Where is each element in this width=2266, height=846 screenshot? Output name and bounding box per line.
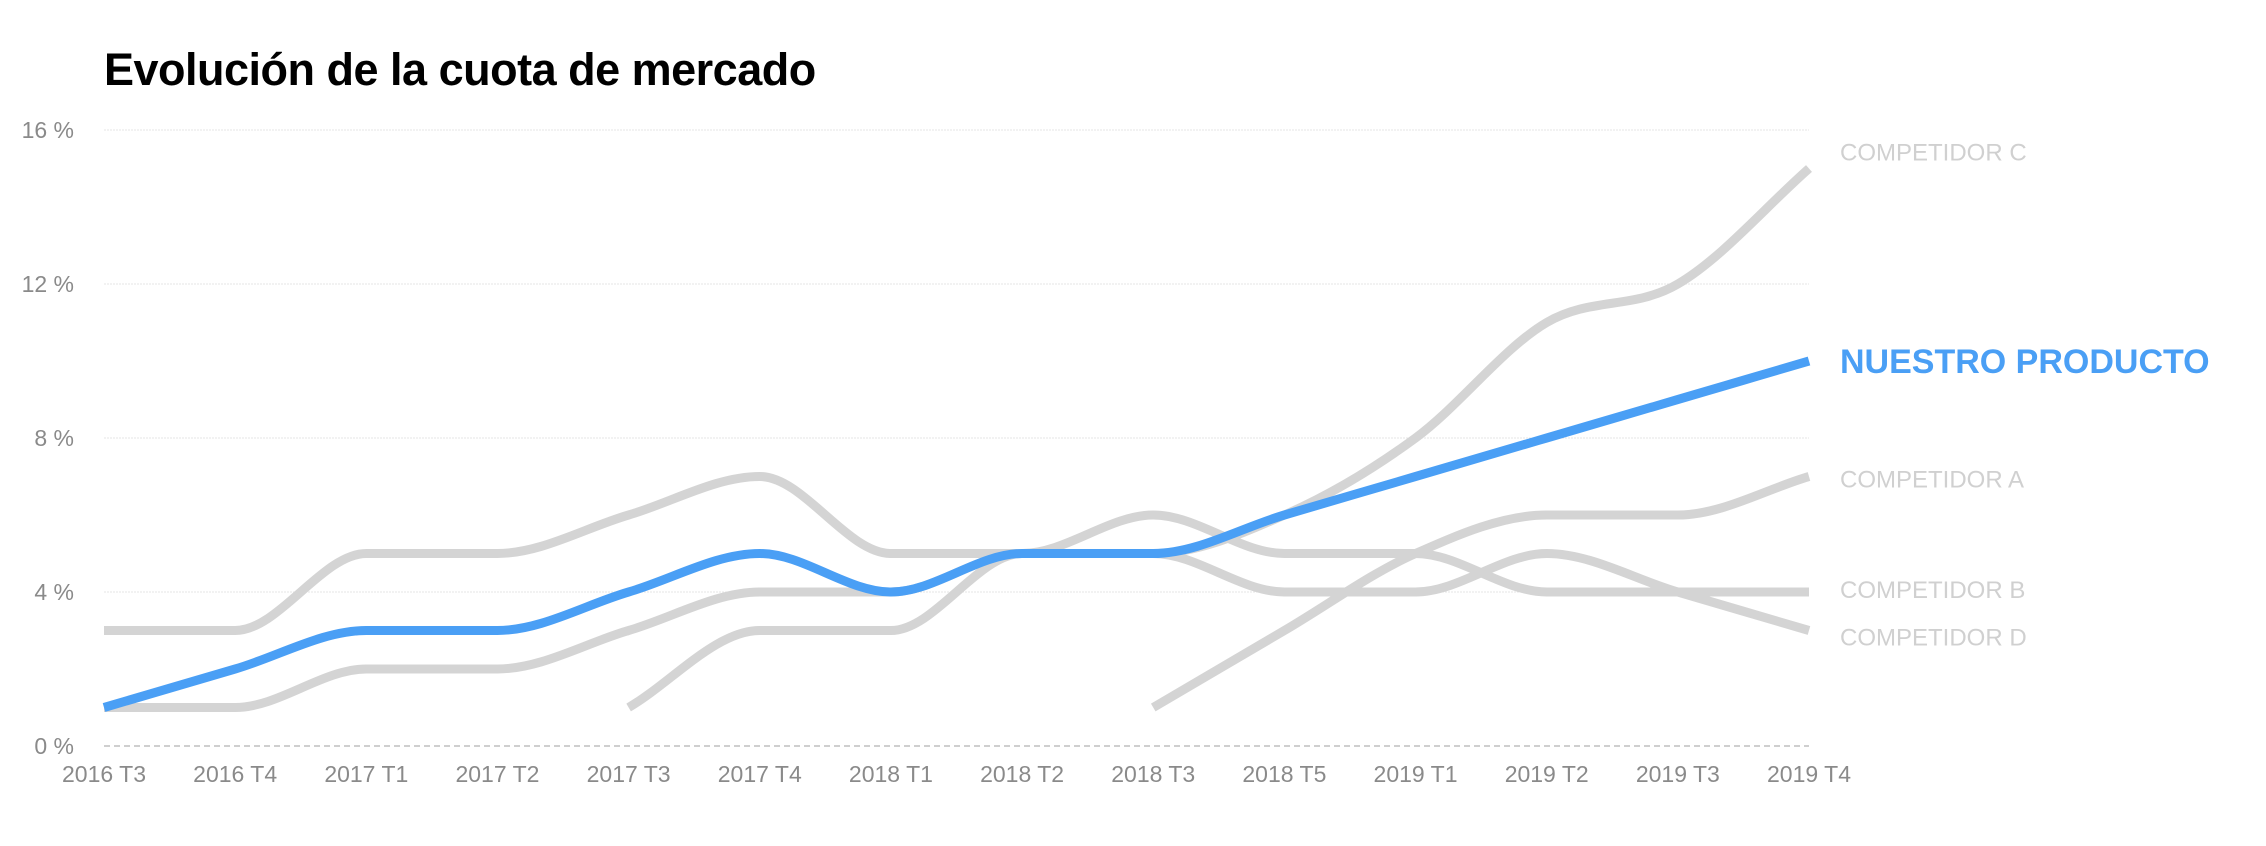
y-tick-label: 12 % — [22, 271, 74, 297]
series-label-competidor-c: COMPETIDOR C — [1840, 140, 2027, 167]
x-tick-label: 2019 T2 — [1505, 761, 1589, 787]
series-line-competidor-a — [1150, 472, 1811, 712]
x-tick-label: 2016 T3 — [62, 761, 146, 787]
x-tick-label: 2017 T3 — [587, 761, 671, 787]
x-tick-label: 2018 T1 — [849, 761, 933, 787]
x-tick-label: 2018 T5 — [1242, 761, 1326, 787]
y-tick-label: 0 % — [34, 733, 74, 759]
x-tick-label: 2017 T4 — [718, 761, 802, 787]
series-label-nuestro-producto: NUESTRO PRODUCTO — [1840, 343, 2210, 381]
x-tick-label: 2018 T3 — [1111, 761, 1195, 787]
x-tick-label: 2019 T3 — [1636, 761, 1720, 787]
y-tick-label: 8 % — [34, 425, 74, 451]
series-line-competidor-b — [104, 472, 1809, 636]
chart-title: Evolución de la cuota de mercado — [104, 44, 816, 95]
x-tick-label: 2019 T1 — [1374, 761, 1458, 787]
y-tick-label: 4 % — [34, 579, 74, 605]
x-tick-label: 2017 T2 — [455, 761, 539, 787]
series-label-competidor-d: COMPETIDOR D — [1840, 625, 2027, 652]
x-tick-label: 2019 T4 — [1767, 761, 1851, 787]
series-line-nuestro-producto — [102, 356, 1811, 712]
series-label-competidor-b: COMPETIDOR B — [1840, 577, 2025, 604]
x-tick-label: 2016 T4 — [193, 761, 277, 787]
x-tick-label: 2017 T1 — [324, 761, 408, 787]
series-label-competidor-a: COMPETIDOR A — [1840, 467, 2024, 494]
y-tick-label: 16 % — [22, 117, 74, 143]
x-tick-label: 2018 T2 — [980, 761, 1064, 787]
